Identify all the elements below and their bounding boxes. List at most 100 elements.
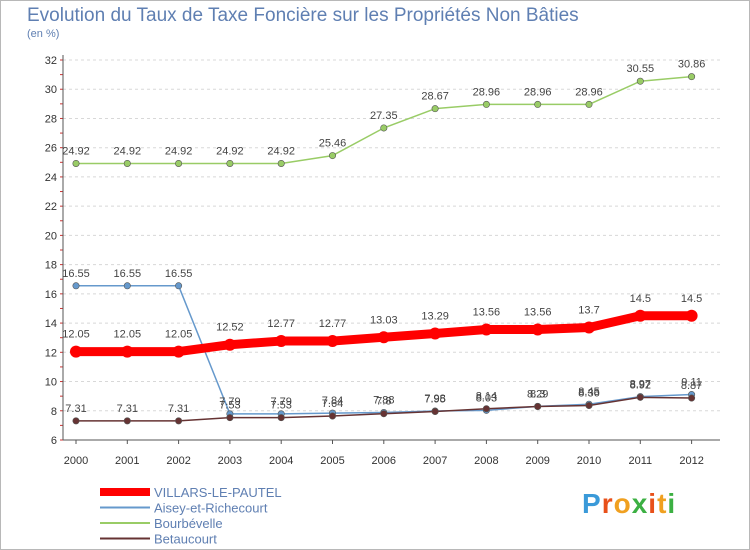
data-point — [226, 159, 234, 167]
legend-label: Bourbévelle — [154, 516, 223, 531]
data-point — [72, 159, 80, 167]
data-point — [328, 152, 336, 160]
legend-label: Aisey-et-Richecourt — [154, 501, 268, 516]
data-label: 16.55 — [114, 268, 142, 280]
data-labels: 12.05 12.05 12.05 12.52 12.77 12.77 13.03 13.29… — [62, 59, 705, 415]
x-tick-label: 2011 — [628, 455, 652, 467]
data-label: 8.14 — [476, 391, 497, 403]
data-label: 28.96 — [575, 86, 603, 98]
data-label: 7.98 — [424, 393, 445, 405]
data-point — [482, 405, 490, 413]
x-tick-label: 2004 — [269, 455, 293, 467]
x-tick-label: 2003 — [218, 455, 242, 467]
brand-letter: i — [667, 488, 677, 519]
data-label: 12.52 — [216, 322, 244, 334]
data-label: 12.05 — [62, 329, 90, 341]
x-tick-label: 2002 — [166, 455, 190, 467]
y-tick-label: 28 — [45, 113, 57, 125]
data-label: 7.84 — [322, 395, 343, 407]
x-tick-label: 2000 — [64, 455, 88, 467]
data-label: 12.05 — [165, 329, 193, 341]
y-tick-label: 18 — [45, 260, 57, 272]
y-tick-label: 22 — [45, 201, 57, 213]
data-label: 30.86 — [678, 59, 706, 71]
data-label: 7.31 — [65, 403, 86, 415]
data-label: 8.45 — [578, 386, 599, 398]
data-label: 14.5 — [681, 293, 702, 305]
y-tick-label: 8 — [51, 406, 57, 418]
data-point — [429, 327, 442, 340]
data-point — [634, 309, 647, 322]
data-point — [277, 414, 285, 422]
data-label: 7.31 — [168, 403, 189, 415]
data-label: 13.29 — [421, 310, 449, 322]
data-label: 13.56 — [524, 307, 552, 319]
data-label: 8.92 — [630, 379, 651, 391]
data-point — [326, 335, 339, 348]
brand-letter: i — [648, 488, 658, 519]
chart-title: Evolution du Taux de Taxe Foncière sur l… — [27, 5, 579, 26]
data-point — [175, 159, 183, 167]
data-point — [72, 282, 80, 290]
axes: 6 8 10 12 14 16 18 20 22 24 26 28 30 32 2000 2001 2002 20… — [45, 55, 720, 467]
data-point — [636, 393, 644, 401]
data-point — [72, 417, 80, 425]
x-tick-label: 2006 — [372, 455, 396, 467]
data-label: 24.92 — [62, 145, 90, 157]
data-point — [531, 323, 544, 336]
x-tick-label: 2007 — [423, 455, 447, 467]
data-point — [377, 331, 390, 344]
data-label: 24.92 — [114, 145, 142, 157]
brand-letter: x — [631, 488, 649, 519]
brand-letter: t — [657, 488, 668, 519]
data-label: 8.87 — [681, 380, 702, 392]
data-label: 7.53 — [219, 400, 240, 412]
data-point — [123, 159, 131, 167]
data-point — [275, 335, 288, 348]
data-point — [431, 105, 439, 113]
legend-label: Betaucourt — [154, 532, 217, 547]
data-label: 7.64 — [322, 398, 343, 410]
y-tick-label: 32 — [45, 55, 57, 67]
y-tick-label: 16 — [45, 289, 57, 301]
data-label: 8.03 — [476, 392, 497, 404]
data-point — [688, 73, 696, 81]
data-point — [172, 345, 185, 358]
data-label: 25.46 — [319, 138, 347, 150]
data-label: 7.31 — [117, 403, 138, 415]
x-tick-label: 2005 — [320, 455, 344, 467]
y-tick-label: 10 — [45, 377, 57, 389]
data-point — [480, 323, 493, 336]
data-point — [688, 394, 696, 402]
data-point — [583, 321, 595, 334]
data-label: 8.97 — [630, 379, 651, 391]
brand-letter: r — [601, 488, 614, 519]
data-label: 28.67 — [421, 91, 449, 103]
data-label: 12.77 — [319, 318, 347, 330]
y-tick-label: 26 — [45, 143, 57, 155]
data-point — [328, 412, 336, 420]
brand-letter: P — [582, 488, 602, 519]
data-label: 28.96 — [524, 86, 552, 98]
brand-letter: o — [613, 488, 632, 519]
data-point — [380, 124, 388, 132]
data-label: 27.35 — [370, 110, 398, 122]
series-lines — [70, 73, 698, 425]
data-label: 8.29 — [527, 389, 548, 401]
legend: VILLARS-LE-PAUTELAisey-et-RichecourtBour… — [100, 485, 282, 547]
x-tick-label: 2008 — [474, 455, 498, 467]
data-point — [226, 414, 234, 422]
y-tick-label: 12 — [45, 347, 57, 359]
data-label: 13.7 — [578, 304, 599, 316]
legend-label: VILLARS-LE-PAUTEL — [154, 485, 282, 500]
y-tick-label: 24 — [45, 172, 57, 184]
data-label: 30.55 — [627, 63, 655, 75]
data-label: 16.55 — [62, 268, 90, 280]
y-tick-label: 14 — [45, 318, 57, 330]
data-label: 7.79 — [270, 396, 291, 408]
data-label: 8.3 — [530, 388, 545, 400]
data-label: 9.11 — [681, 377, 702, 389]
data-point — [123, 282, 131, 290]
